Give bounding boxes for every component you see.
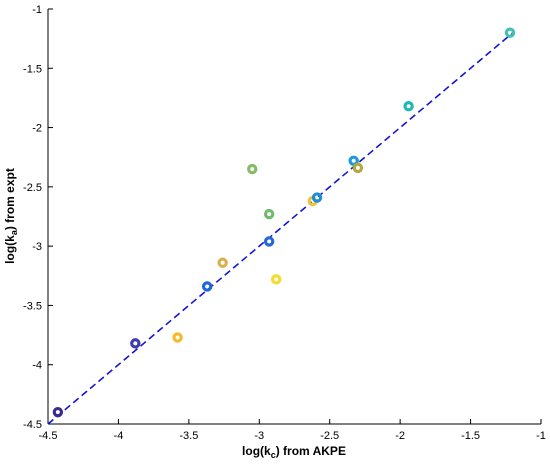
data-point-marker xyxy=(311,192,323,203)
y-tick-label: -1 xyxy=(32,4,42,16)
y-tick-label: -4.5 xyxy=(23,419,42,431)
data-point xyxy=(217,257,228,268)
axes xyxy=(47,9,541,425)
y-tick-label: -3.5 xyxy=(23,300,42,312)
data-point-center xyxy=(315,196,319,199)
data-point-center xyxy=(133,341,137,345)
data-point-center xyxy=(508,31,512,35)
data-point-marker xyxy=(130,338,141,349)
x-tick-label: -4.5 xyxy=(39,430,58,442)
data-point-center xyxy=(176,336,179,339)
y-tick-label: -1.5 xyxy=(23,63,42,75)
data-point xyxy=(247,163,258,175)
x-tick-label: -3.5 xyxy=(179,430,198,442)
data-point xyxy=(504,27,516,38)
x-ticks: -4.5 -4 -3.5 -3 -2.5 -2 -1.5 -1 xyxy=(39,419,546,442)
data-point-marker xyxy=(201,281,213,292)
data-point xyxy=(311,192,323,203)
data-point xyxy=(52,406,64,418)
data-point-marker xyxy=(270,274,282,285)
data-point-marker xyxy=(352,162,364,174)
data-point xyxy=(270,274,282,285)
y-axis-label: log(ka) from expt xyxy=(3,168,19,264)
data-point xyxy=(172,332,183,343)
x-tick-label: -1 xyxy=(536,430,546,442)
x-tick-label: -2 xyxy=(395,430,405,442)
data-point-marker xyxy=(263,208,275,220)
data-point-center xyxy=(56,410,60,414)
data-point-marker xyxy=(504,27,516,38)
y-ticks: -4.5 -4 -3.5 -3 -2.5 -2 -1.5 -1 xyxy=(23,4,53,431)
data-point-center xyxy=(267,212,271,216)
reference-line-group xyxy=(47,32,514,425)
data-point-center xyxy=(352,159,356,163)
y-tick-label: -2 xyxy=(32,123,42,135)
data-point xyxy=(348,155,359,166)
y-tick-label: -3 xyxy=(32,241,42,253)
y-tick-label: -4 xyxy=(32,360,42,372)
data-point-center xyxy=(267,240,271,243)
data-point-center xyxy=(274,277,278,281)
data-point-center xyxy=(250,167,254,171)
data-points xyxy=(52,27,516,418)
x-tick-label: -2.5 xyxy=(320,430,339,442)
data-point xyxy=(403,101,414,112)
x-tick-label: -4 xyxy=(114,430,124,442)
data-point-center xyxy=(221,261,225,265)
data-point-center xyxy=(356,166,360,170)
data-point xyxy=(130,338,141,349)
y-tick-label: -2.5 xyxy=(23,182,42,194)
data-point-marker xyxy=(403,101,414,112)
data-point-center xyxy=(205,285,209,288)
data-point xyxy=(263,236,275,247)
data-point-marker xyxy=(348,155,359,166)
data-point-center xyxy=(407,104,410,108)
data-point xyxy=(263,208,275,220)
data-point-marker xyxy=(172,332,183,343)
data-point-marker xyxy=(217,257,228,268)
data-point xyxy=(201,281,213,292)
data-point-marker xyxy=(52,406,64,418)
x-tick-label: -3 xyxy=(254,430,264,442)
x-tick-label: -1.5 xyxy=(461,430,480,442)
x-axis-label: log(kc) from AKPE xyxy=(242,444,346,460)
data-point-marker xyxy=(263,236,275,247)
data-point xyxy=(352,162,364,174)
reference-line xyxy=(47,32,514,425)
data-point-marker xyxy=(247,163,258,175)
